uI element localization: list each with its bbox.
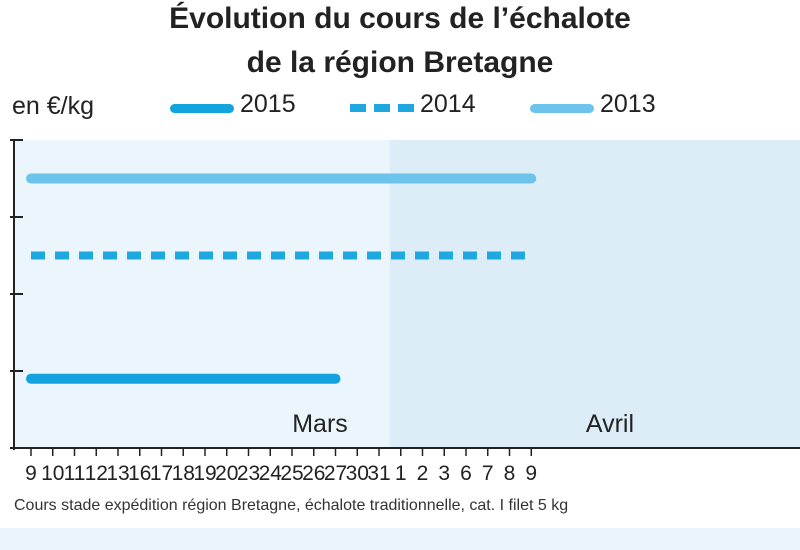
- x-tick-label: 7: [482, 462, 494, 485]
- month-label: Mars: [292, 410, 348, 438]
- legend-swatch-2013: [530, 104, 594, 113]
- x-tick-label: 10: [41, 462, 64, 485]
- x-tick-label: 24: [259, 462, 283, 485]
- chart-title-line2: de la région Bretagne: [246, 46, 554, 79]
- x-tick-label: 11: [64, 462, 86, 485]
- legend-label-2015: 2015: [240, 90, 296, 118]
- x-tick-label: 19: [193, 462, 216, 485]
- chart-title-line1: Évolution du cours de l’échalote: [169, 2, 631, 35]
- x-tick-label: 9: [25, 462, 37, 485]
- x-tick-label: 12: [85, 462, 108, 485]
- april-background: [389, 140, 800, 448]
- x-tick-label: 8: [504, 462, 516, 485]
- month-label: Avril: [586, 410, 634, 438]
- x-tick-label: 16: [128, 462, 151, 485]
- legend-swatch-2015: [170, 104, 234, 113]
- x-tick-label: 9: [525, 462, 537, 485]
- x-tick-label: 20: [215, 462, 238, 485]
- x-tick-label: 18: [172, 462, 195, 485]
- x-tick-label: 6: [460, 462, 472, 485]
- x-tick-label: 13: [106, 462, 129, 485]
- x-tick-label: 23: [237, 462, 260, 485]
- legend-swatch-2014: [350, 104, 414, 112]
- legend-label-2013: 2013: [600, 90, 656, 118]
- x-tick-label: 26: [302, 462, 325, 485]
- x-tick-label: 27: [324, 462, 347, 485]
- x-tick-label: 30: [346, 462, 369, 485]
- x-tick-label: 1: [395, 462, 407, 485]
- x-tick-label: 31: [367, 462, 390, 485]
- x-tick-label: 25: [280, 462, 303, 485]
- legend-label-2014: 2014: [420, 90, 476, 118]
- chart-footnote: Cours stade expédition région Bretagne, …: [14, 497, 569, 514]
- x-tick-label: 17: [150, 462, 173, 485]
- x-tick-label: 2: [417, 462, 429, 485]
- y-axis-unit-label: en €/kg: [12, 92, 95, 120]
- x-tick-label: 3: [438, 462, 450, 485]
- bottom-band: [0, 528, 800, 550]
